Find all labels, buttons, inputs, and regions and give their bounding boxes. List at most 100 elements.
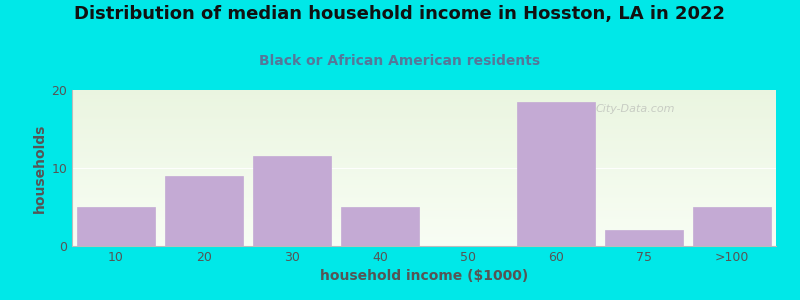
Bar — [72, 120, 776, 121]
Bar — [254, 156, 330, 246]
Bar — [72, 136, 776, 137]
Bar — [72, 108, 776, 109]
Bar — [72, 218, 776, 219]
Bar — [694, 207, 770, 246]
Bar — [72, 92, 776, 93]
Bar — [72, 235, 776, 236]
Bar — [72, 164, 776, 165]
Bar — [72, 211, 776, 212]
Bar — [72, 200, 776, 201]
Bar — [72, 245, 776, 246]
Bar — [72, 223, 776, 224]
Bar — [72, 214, 776, 215]
Bar — [72, 97, 776, 98]
Bar — [72, 131, 776, 132]
Bar — [72, 109, 776, 110]
Bar — [518, 102, 594, 246]
Text: City-Data.com: City-Data.com — [595, 104, 675, 114]
Bar — [72, 170, 776, 171]
Bar — [72, 110, 776, 111]
Bar — [72, 124, 776, 125]
Bar — [72, 134, 776, 135]
Bar — [72, 174, 776, 175]
Bar — [72, 215, 776, 216]
Bar — [72, 179, 776, 180]
Y-axis label: households: households — [33, 123, 47, 213]
Bar — [72, 190, 776, 191]
Bar — [72, 123, 776, 124]
Bar — [72, 90, 776, 91]
Bar — [72, 194, 776, 195]
Bar — [72, 207, 776, 208]
Bar — [72, 225, 776, 226]
X-axis label: household income ($1000): household income ($1000) — [320, 269, 528, 284]
Bar — [72, 162, 776, 163]
Bar — [72, 229, 776, 230]
Bar — [72, 112, 776, 113]
Bar — [342, 207, 418, 246]
Bar — [72, 244, 776, 245]
Bar — [72, 132, 776, 133]
Bar — [72, 232, 776, 233]
Text: Distribution of median household income in Hosston, LA in 2022: Distribution of median household income … — [74, 4, 726, 22]
Bar — [72, 178, 776, 179]
Text: Black or African American residents: Black or African American residents — [259, 54, 541, 68]
Bar — [72, 239, 776, 240]
Bar — [72, 138, 776, 139]
Bar — [72, 221, 776, 222]
Bar — [72, 238, 776, 239]
Bar — [72, 161, 776, 162]
Bar — [72, 107, 776, 108]
Bar — [72, 116, 776, 117]
Bar — [72, 148, 776, 149]
Bar — [72, 198, 776, 199]
Bar — [72, 113, 776, 114]
Bar — [72, 168, 776, 169]
Bar — [72, 119, 776, 120]
Bar — [72, 128, 776, 129]
Bar — [72, 167, 776, 168]
Bar — [72, 228, 776, 229]
Bar — [72, 184, 776, 185]
Bar — [72, 154, 776, 155]
Bar — [72, 157, 776, 158]
Bar — [72, 140, 776, 141]
Bar — [72, 206, 776, 207]
Bar — [72, 104, 776, 105]
Bar — [72, 209, 776, 210]
Bar — [72, 150, 776, 151]
Bar — [72, 156, 776, 157]
Bar — [72, 242, 776, 243]
Bar — [72, 141, 776, 142]
Bar — [72, 99, 776, 100]
Bar — [72, 241, 776, 242]
Bar — [72, 152, 776, 153]
Bar — [72, 122, 776, 123]
Bar — [72, 159, 776, 160]
Bar — [72, 212, 776, 213]
Bar — [72, 146, 776, 147]
Bar — [72, 133, 776, 134]
Bar — [72, 147, 776, 148]
Bar — [72, 166, 776, 167]
Bar — [72, 203, 776, 204]
Bar — [606, 230, 682, 246]
Bar — [72, 192, 776, 193]
Bar — [72, 193, 776, 194]
Bar — [72, 224, 776, 225]
Bar — [72, 151, 776, 152]
Bar — [72, 114, 776, 115]
Bar — [72, 149, 776, 150]
Bar — [72, 189, 776, 190]
Bar — [72, 204, 776, 205]
Bar — [72, 181, 776, 182]
Bar — [72, 115, 776, 116]
Bar — [72, 126, 776, 127]
Bar — [72, 121, 776, 122]
Bar — [72, 180, 776, 181]
Bar — [72, 175, 776, 176]
Bar — [72, 160, 776, 161]
Bar — [72, 130, 776, 131]
Bar — [72, 220, 776, 221]
Bar — [72, 118, 776, 119]
